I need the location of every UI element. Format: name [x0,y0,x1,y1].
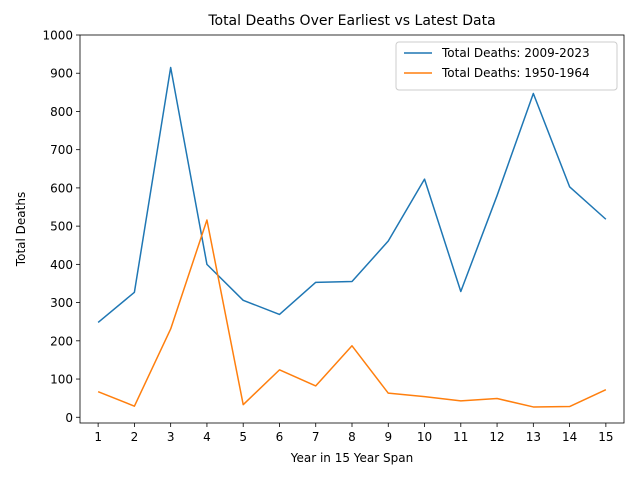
legend: Total Deaths: 2009-2023 Total Deaths: 195… [395,41,618,91]
x-tick-label: 13 [526,430,541,444]
plot-frame [79,34,625,424]
series-layer [97,66,607,408]
x-tick-label: 6 [276,430,284,444]
y-tick-label: 100 [50,373,73,387]
legend-label-1: Total Deaths: 2009-2023 [441,46,590,60]
y-tick-label: 600 [50,181,73,195]
x-tick-label: 1 [94,430,102,444]
x-tick-label: 9 [384,430,392,444]
y-tick-label: 300 [50,296,73,310]
y-tick-label: 400 [50,258,73,272]
y-tick-label: 1000 [42,29,73,43]
y-tick-label: 700 [50,143,73,157]
x-tick-label: 4 [203,430,211,444]
x-tick-label: 12 [489,430,504,444]
x-tick-label: 15 [598,430,613,444]
x-tick-label: 14 [562,430,577,444]
x-tick-label: 8 [348,430,356,444]
series-line-2 [97,219,607,408]
x-tick-label: 11 [453,430,468,444]
y-tick-label: 500 [50,220,73,234]
legend-label-2: Total Deaths: 1950-1964 [441,66,590,80]
x-axis-ticks: 1 2 3 4 5 6 7 8 9 10 11 12 13 14 15 [94,423,614,444]
chart-title: Total Deaths Over Earliest vs Latest Dat… [207,13,495,29]
x-tick-label: 10 [417,430,432,444]
y-tick-label: 0 [65,411,73,425]
x-axis-label: Year in 15 Year Span [290,451,413,465]
y-tick-label: 200 [50,334,73,348]
x-tick-label: 3 [167,430,175,444]
y-axis-label: Total Deaths [14,192,28,267]
x-tick-label: 2 [131,430,139,444]
series-line-1 [97,66,607,324]
y-axis-ticks: 0 100 200 300 400 500 600 700 800 900 1000 [42,29,80,425]
y-tick-label: 800 [50,105,73,119]
x-tick-label: 7 [312,430,320,444]
x-tick-label: 5 [239,430,247,444]
y-tick-label: 900 [50,67,73,81]
legend-box [395,41,618,91]
